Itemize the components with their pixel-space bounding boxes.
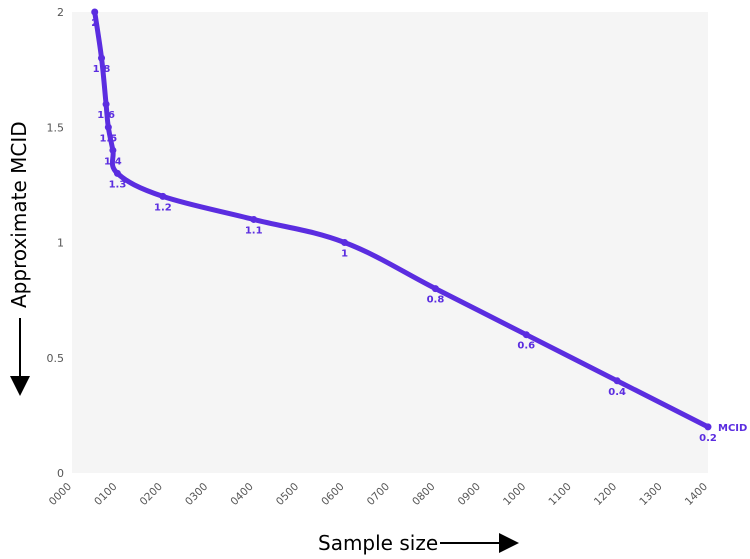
data-point bbox=[250, 215, 258, 223]
data-point bbox=[613, 377, 621, 385]
x-tick-label: 1200 bbox=[592, 481, 619, 508]
data-point bbox=[113, 169, 121, 177]
data-label: 2 bbox=[91, 18, 98, 29]
x-tick-label: 0800 bbox=[410, 481, 437, 508]
x-tick-label: 1100 bbox=[546, 481, 573, 508]
data-point bbox=[704, 423, 712, 431]
x-axis-title: Sample size bbox=[318, 531, 438, 555]
x-tick-label: 0100 bbox=[92, 481, 119, 508]
y-tick-label: 1.5 bbox=[47, 121, 65, 134]
data-point bbox=[522, 331, 530, 339]
data-point bbox=[102, 100, 110, 108]
data-label: 0.8 bbox=[427, 295, 445, 306]
data-label: 1 bbox=[341, 249, 348, 260]
x-tick-label: 0300 bbox=[183, 481, 210, 508]
series-label-mcid: MCID bbox=[718, 423, 747, 434]
data-label: 1.5 bbox=[99, 133, 117, 144]
plot-background bbox=[72, 12, 708, 473]
data-point bbox=[431, 285, 439, 293]
x-tick-label: 0500 bbox=[274, 481, 301, 508]
y-tick-label: 0.5 bbox=[47, 352, 65, 365]
x-tick-label: 0000 bbox=[47, 481, 74, 508]
data-label: 1.8 bbox=[93, 64, 111, 75]
data-labels: 2 1.8 1.6 1.5 1.4 1.3 1.2 1.1 1 0.8 0.6 0.4 0.2 bbox=[91, 18, 717, 444]
x-tick-label: 0200 bbox=[138, 481, 165, 508]
x-tick-label: 0600 bbox=[319, 481, 346, 508]
y-axis-title: Approximate MCID bbox=[7, 121, 31, 308]
x-axis-ticks: 0000 0100 0200 0300 0400 0500 0600 0700 0800 0900… bbox=[47, 481, 710, 508]
x-tick-label: 0700 bbox=[365, 481, 392, 508]
data-point bbox=[104, 123, 112, 131]
x-tick-label: 0900 bbox=[456, 481, 483, 508]
series-line-mcid bbox=[92, 9, 711, 430]
x-tick-label: 1400 bbox=[683, 481, 710, 508]
data-label: 0.2 bbox=[699, 433, 717, 444]
data-label: 1.3 bbox=[109, 179, 127, 190]
data-point bbox=[109, 146, 117, 154]
x-tick-label: 1000 bbox=[501, 481, 528, 508]
y-tick-label: 0 bbox=[57, 467, 64, 480]
y-axis-ticks: 0 0.5 1 1.5 2 bbox=[47, 6, 65, 480]
data-point bbox=[341, 239, 349, 246]
x-tick-label: 1300 bbox=[637, 481, 664, 508]
data-label: 1.4 bbox=[104, 156, 122, 167]
data-label: 0.6 bbox=[517, 341, 535, 352]
data-label: 0.4 bbox=[608, 387, 626, 398]
data-label: 1.2 bbox=[154, 202, 172, 213]
data-label: 1.1 bbox=[245, 225, 263, 236]
data-point bbox=[159, 192, 167, 200]
y-tick-label: 1 bbox=[57, 237, 64, 250]
y-tick-label: 2 bbox=[57, 6, 64, 19]
x-tick-label: 0400 bbox=[228, 481, 255, 508]
data-label: 1.6 bbox=[97, 110, 115, 121]
data-points bbox=[91, 8, 712, 431]
data-point bbox=[91, 8, 99, 16]
data-point bbox=[98, 54, 106, 62]
